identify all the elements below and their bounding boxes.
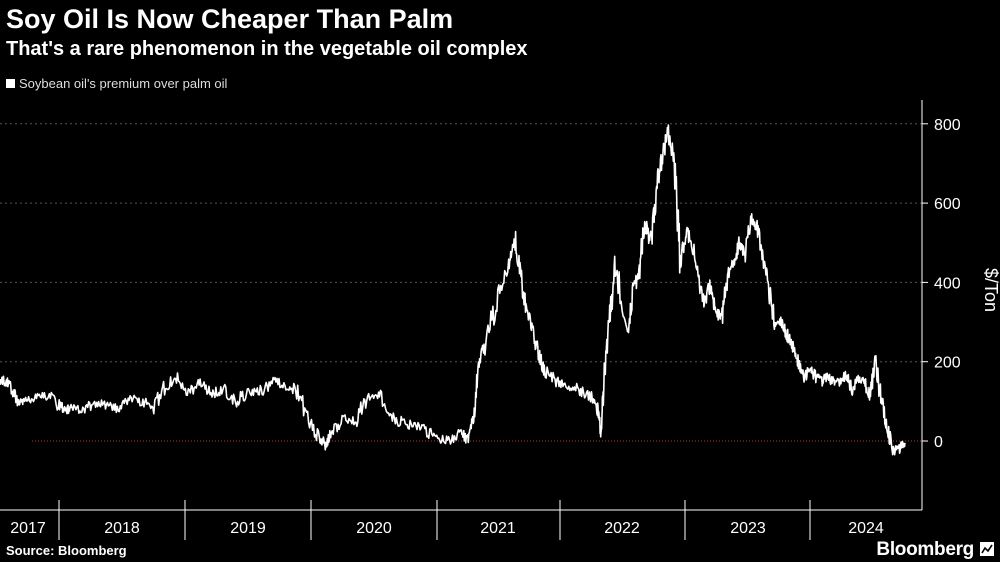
y-axis-tick-labels: 0 200 400 600 800 [934, 117, 961, 451]
x-tick-label-2024: 2024 [848, 520, 884, 537]
y-tick-label-600: 600 [934, 196, 961, 213]
legend: Soybean oil's premium over palm oil [6, 76, 227, 91]
y-tick-label-800: 800 [934, 117, 961, 134]
x-tick-label-2019: 2019 [230, 520, 266, 537]
source-note: Source: Bloomberg [6, 543, 127, 558]
chart-subtitle: That's a rare phenomenon in the vegetabl… [6, 38, 528, 60]
legend-swatch [6, 79, 15, 88]
y-axis-label: $/Ton [981, 268, 1000, 312]
legend-label: Soybean oil's premium over palm oil [19, 76, 228, 91]
chart-icon [980, 542, 994, 556]
y-tick-label-400: 400 [934, 275, 961, 292]
grid-lines [0, 123, 922, 363]
x-tick-label-2018: 2018 [104, 520, 140, 537]
chart-title: Soy Oil Is Now Cheaper Than Palm [6, 4, 454, 34]
y-tick-label-0: 0 [934, 434, 943, 451]
x-tick-label-2020: 2020 [356, 520, 392, 537]
axes [0, 100, 928, 540]
x-tick-label-2022: 2022 [604, 520, 640, 537]
x-tick-label-2017: 2017 [10, 520, 46, 537]
x-tick-label-2021: 2021 [480, 520, 516, 537]
brand-logo: Bloomberg [876, 539, 974, 560]
series-line-soybean-premium [0, 124, 906, 456]
series-group [0, 124, 906, 456]
y-tick-label-200: 200 [934, 355, 961, 372]
x-tick-label-2023: 2023 [730, 520, 766, 537]
x-axis-tick-labels: 2017 2018 2019 2020 2021 2022 2023 2024 [10, 520, 884, 537]
